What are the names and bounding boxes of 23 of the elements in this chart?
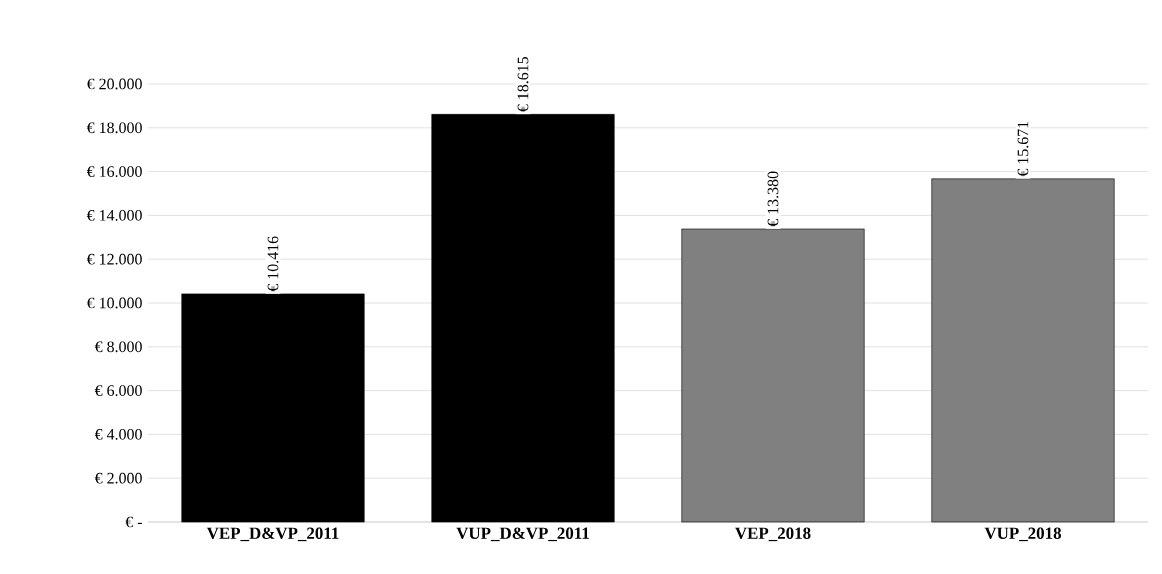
y-tick-label: € 14.000 — [86, 209, 142, 221]
y-tick-label: € - — [125, 516, 142, 528]
y-tick-label: € 6.000 — [94, 385, 142, 396]
y-tick-label: € 10.000 — [86, 297, 142, 309]
bar — [431, 114, 615, 523]
bar — [681, 228, 865, 523]
data-label: € 13.380 — [767, 171, 779, 227]
y-tick-label: € 12.000 — [86, 253, 142, 265]
data-label: € 18.615 — [517, 56, 529, 112]
y-tick-label: € 2.000 — [94, 472, 142, 484]
data-label: € 10.416 — [267, 236, 279, 292]
y-tick-label: € 18.000 — [86, 122, 142, 134]
bar — [181, 293, 365, 523]
y-tick-label: € 20.000 — [86, 78, 142, 90]
data-label: € 15.671 — [1017, 121, 1029, 177]
y-tick-label: € 8.000 — [94, 341, 142, 353]
y-tick-label: € 16.000 — [86, 166, 142, 177]
x-tick-label: VUP_D&VP_2011 — [456, 527, 589, 542]
y-tick-label: € 4.000 — [94, 428, 142, 440]
x-tick-label: VEP_2018 — [735, 527, 811, 542]
x-tick-label: VUP_2018 — [984, 527, 1061, 542]
bar — [931, 178, 1115, 523]
x-tick-label: VEP_D&VP_2011 — [206, 527, 339, 542]
